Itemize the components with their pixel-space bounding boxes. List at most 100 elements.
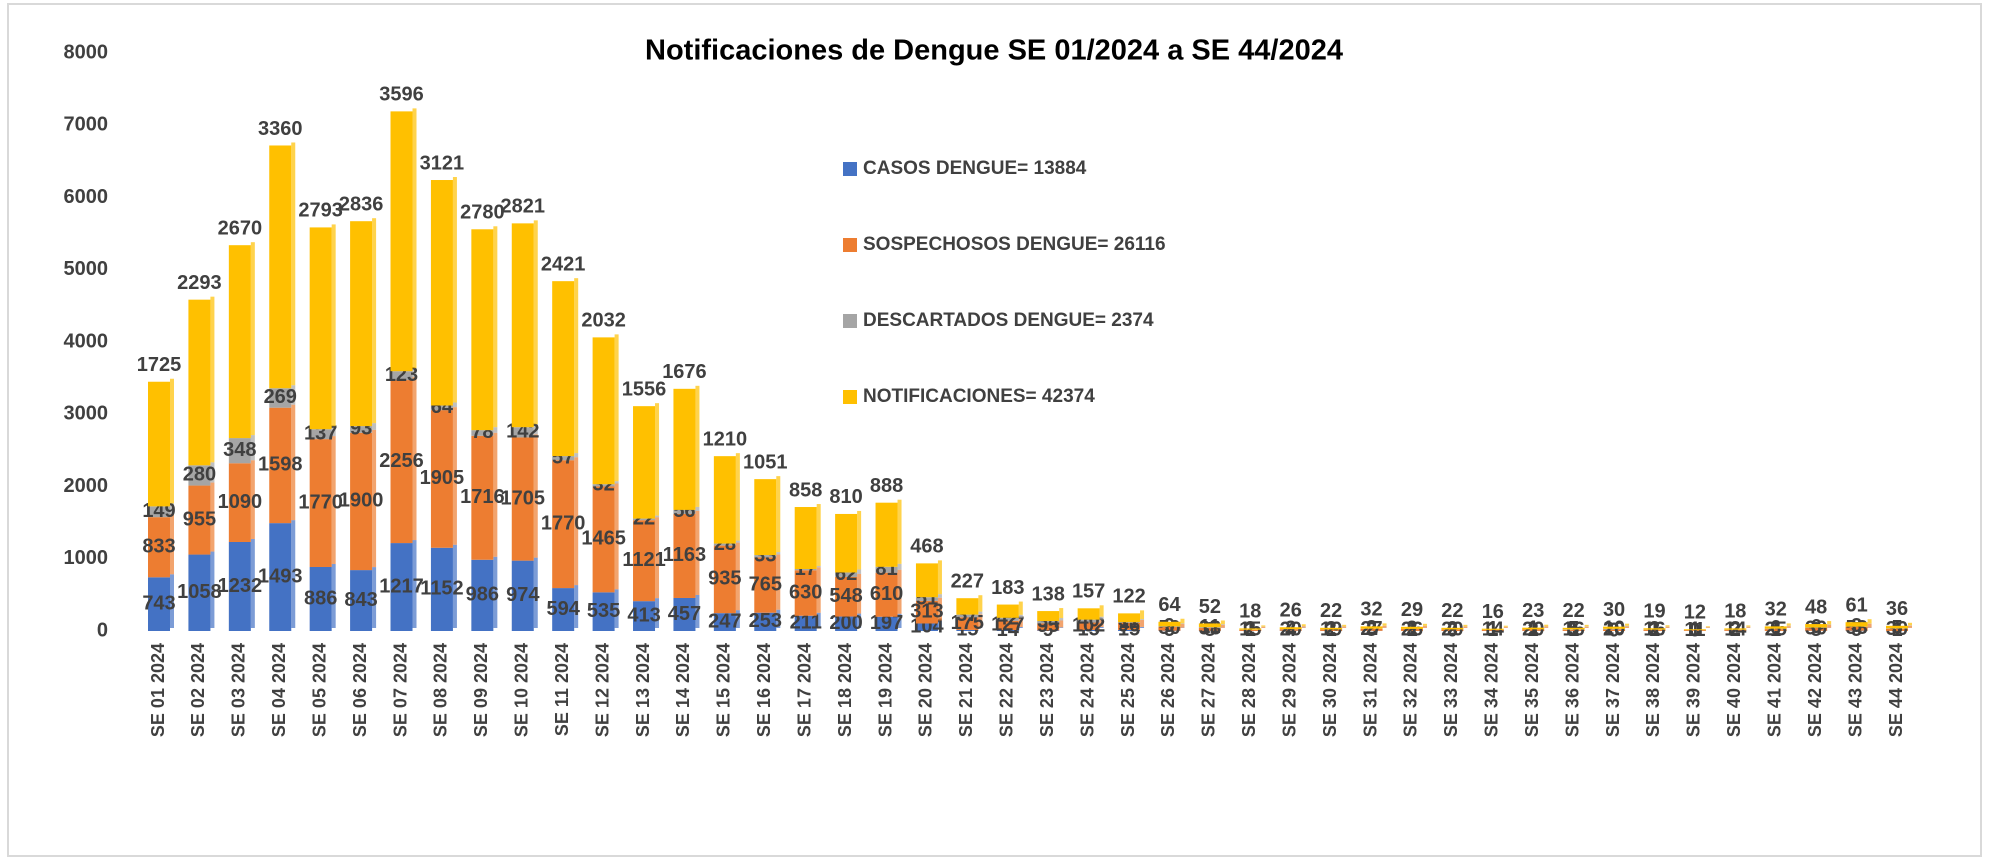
- bar-side: [978, 595, 983, 612]
- data-label: 1556: [622, 378, 667, 400]
- bar-segment: [673, 509, 696, 514]
- bar-segment: [1037, 621, 1060, 624]
- bar-side: [493, 226, 498, 428]
- data-label: 1705: [501, 487, 546, 509]
- bar-side: [210, 296, 215, 463]
- data-label: 20: [1603, 619, 1625, 641]
- bar-segment: [1320, 627, 1343, 630]
- bar-side: [493, 427, 498, 433]
- bar-segment: [956, 629, 979, 631]
- bar-segment: [430, 405, 453, 411]
- data-label: 175: [951, 612, 984, 634]
- bar-side: [1463, 626, 1468, 628]
- data-label: 22: [1563, 600, 1585, 622]
- x-tick-label: SE 05 2024: [309, 643, 329, 737]
- data-label: 1090: [218, 491, 263, 513]
- bar-side: [857, 573, 862, 614]
- bar-segment: [1522, 629, 1545, 631]
- data-label: 227: [951, 570, 984, 592]
- bar-side: [1018, 626, 1023, 628]
- x-tick-label: SE 37 2024: [1603, 643, 1623, 737]
- bar-segment: [835, 576, 858, 617]
- bar-side: [170, 503, 174, 515]
- x-tick-label: SE 40 2024: [1724, 643, 1744, 737]
- bar-segment: [1118, 629, 1141, 631]
- bar-side: [776, 552, 781, 555]
- x-tick-label: SE 21 2024: [956, 643, 976, 737]
- x-tick-label: SE 44 2024: [1886, 643, 1906, 737]
- data-label: 858: [789, 479, 822, 501]
- bar-segment: [1077, 619, 1100, 623]
- bar-side: [574, 278, 579, 454]
- bar-side: [1140, 619, 1145, 620]
- bar-segment: [309, 439, 332, 567]
- bar-segment: [1118, 613, 1141, 623]
- bar-segment: [1118, 622, 1141, 630]
- data-label: 2670: [218, 217, 263, 239]
- x-tick-label: SE 34 2024: [1482, 643, 1502, 737]
- bar-side: [331, 563, 336, 628]
- bar-side: [1099, 626, 1104, 628]
- bar-side: [1827, 621, 1832, 625]
- bar-segment: [309, 227, 332, 430]
- bar-segment: [1805, 624, 1828, 628]
- x-tick-label: SE 28 2024: [1239, 643, 1259, 737]
- data-label: 26: [1401, 618, 1423, 640]
- data-label: 20: [1280, 618, 1302, 640]
- data-label: 1598: [258, 454, 303, 476]
- data-label: 1676: [662, 361, 707, 383]
- data-label: 3360: [258, 118, 303, 140]
- data-label: 986: [466, 584, 499, 606]
- y-tick-label: 0: [97, 619, 108, 641]
- bar-side: [291, 520, 296, 628]
- bar-segment: [875, 616, 898, 631]
- data-label: 157: [1072, 581, 1105, 603]
- data-label: 280: [183, 464, 216, 486]
- bar-segment: [471, 430, 494, 436]
- data-label: 743: [142, 592, 175, 614]
- bar-side: [1301, 624, 1306, 627]
- data-label: 413: [627, 604, 660, 626]
- data-label: 1716: [460, 486, 505, 508]
- bar-side: [372, 423, 377, 430]
- bar-segment: [228, 245, 251, 439]
- bar-side: [493, 432, 498, 557]
- bar-segment: [1562, 629, 1585, 631]
- bar-side: [493, 556, 498, 628]
- bar-segment: [1320, 629, 1343, 631]
- data-label: 22: [1320, 600, 1342, 622]
- bar-side: [1746, 626, 1751, 628]
- data-label: 535: [587, 600, 620, 622]
- bar-segment: [754, 557, 777, 613]
- legend-label: NOTIFICACIONES= 42374: [863, 386, 1095, 407]
- data-label: 630: [789, 581, 822, 603]
- data-label: 1232: [218, 575, 263, 597]
- data-label: 30: [1603, 599, 1625, 621]
- bar-segment: [1603, 629, 1626, 631]
- x-tick-label: SE 36 2024: [1562, 643, 1582, 737]
- bar-side: [857, 569, 862, 574]
- bar-segment: [1643, 628, 1666, 630]
- bar-side: [614, 334, 619, 482]
- bar-side: [816, 504, 821, 567]
- data-label: 1725: [137, 354, 182, 376]
- bar-side: [1908, 622, 1912, 626]
- x-tick-label: SE 39 2024: [1684, 643, 1704, 737]
- bar-side: [1544, 624, 1549, 627]
- bar-side: [291, 142, 296, 386]
- data-label: 122: [1112, 586, 1145, 608]
- data-label: 23: [1522, 600, 1544, 622]
- bar-side: [412, 377, 417, 541]
- bar-segment: [188, 299, 211, 466]
- chart-frame: [7, 3, 1982, 857]
- data-label: 313: [910, 600, 943, 622]
- bar-segment: [996, 604, 1019, 618]
- bar-side: [614, 481, 619, 484]
- bar-segment: [350, 432, 373, 571]
- bar-side: [1140, 619, 1145, 627]
- bar-side: [1301, 626, 1306, 628]
- data-label: 247: [708, 610, 741, 632]
- bar-segment: [1158, 626, 1181, 628]
- bar-segment: [1279, 629, 1302, 631]
- x-tick-label: SE 30 2024: [1320, 643, 1340, 737]
